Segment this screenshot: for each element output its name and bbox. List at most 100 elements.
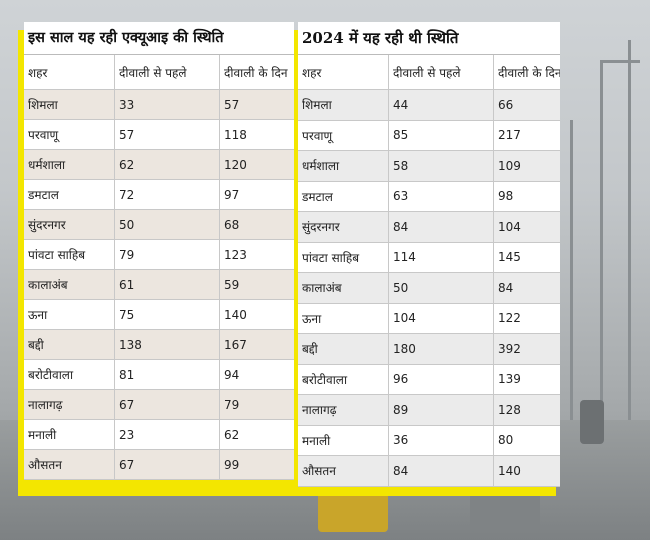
cell-city: पांवटा साहिब (298, 242, 389, 273)
table-row: सुंदरनगर 84 104 (298, 211, 560, 243)
cell-diwali-day: 140 (493, 455, 560, 487)
cell-city: बद्दी (24, 329, 115, 360)
table-row: कालाअंब 61 59 (24, 269, 294, 300)
cell-diwali-day: 57 (219, 89, 294, 120)
cell-city: धर्मशाला (24, 149, 115, 180)
cell-before-diwali: 57 (114, 119, 220, 150)
cell-before-diwali: 96 (388, 364, 494, 395)
cell-city: बरोटीवाला (24, 359, 115, 390)
cell-city: नालागढ़ (298, 394, 389, 426)
table-row: डमटाल 72 97 (24, 179, 294, 210)
cell-city: शिमला (24, 89, 115, 120)
cell-city: औसतन (24, 449, 115, 480)
cell-diwali-day: 392 (493, 333, 560, 365)
cell-before-diwali: 84 (388, 455, 494, 487)
cell-before-diwali: 62 (114, 149, 220, 180)
cell-city: नालागढ़ (24, 389, 115, 420)
table-row: बद्दी 138 167 (24, 329, 294, 360)
cell-diwali-day: 68 (219, 209, 294, 240)
header-diwali-day: दीवाली के दिन (219, 55, 294, 90)
cell-diwali-day: 62 (219, 419, 294, 450)
cell-diwali-day: 120 (219, 149, 294, 180)
cell-diwali-day: 99 (219, 449, 294, 480)
cell-before-diwali: 114 (388, 242, 494, 273)
cell-city: पांवटा साहिब (24, 239, 115, 270)
cell-before-diwali: 36 (388, 425, 494, 456)
table-header-row: शहर दीवाली से पहले दीवाली के दिन (24, 55, 294, 90)
cell-before-diwali: 84 (388, 211, 494, 243)
cell-diwali-day: 97 (219, 179, 294, 210)
table-row: मनाली 36 80 (298, 425, 560, 456)
cell-city: डमटाल (298, 181, 389, 212)
cell-before-diwali: 67 (114, 449, 220, 480)
table-row: ऊना 104 122 (298, 303, 560, 334)
cell-city: बरोटीवाला (298, 364, 389, 395)
table-row: सुंदरनगर 50 68 (24, 209, 294, 240)
cell-diwali-day: 140 (219, 299, 294, 330)
table-header-row: शहर दीवाली से पहले दीवाली के दिन (298, 55, 560, 90)
left-table-title: इस साल यह रही एक्यूआइ की स्थिति (24, 22, 294, 55)
table-row: धर्मशाला 62 120 (24, 149, 294, 180)
cell-diwali-day: 84 (493, 272, 560, 304)
table-row: बरोटीवाला 96 139 (298, 364, 560, 395)
table-row: नालागढ़ 67 79 (24, 389, 294, 420)
cell-before-diwali: 89 (388, 394, 494, 426)
table-row: धर्मशाला 58 109 (298, 150, 560, 182)
header-city: शहर (24, 55, 115, 90)
cell-diwali-day: 94 (219, 359, 294, 390)
cell-city: परवाणू (24, 119, 115, 150)
table-row: औसतन 67 99 (24, 449, 294, 480)
cell-diwali-day: 123 (219, 239, 294, 270)
cell-before-diwali: 44 (388, 89, 494, 121)
table-row: पांवटा साहिब 114 145 (298, 242, 560, 273)
cell-city: सुंदरनगर (24, 209, 115, 240)
cell-diwali-day: 79 (219, 389, 294, 420)
cell-diwali-day: 145 (493, 242, 560, 273)
cell-diwali-day: 139 (493, 364, 560, 395)
cell-city: सुंदरनगर (298, 211, 389, 243)
cell-diwali-day: 104 (493, 211, 560, 243)
cell-before-diwali: 75 (114, 299, 220, 330)
table-row: बद्दी 180 392 (298, 333, 560, 365)
table-row: पांवटा साहिब 79 123 (24, 239, 294, 270)
cell-city: ऊना (24, 299, 115, 330)
right-table-title: 2024 में यह रही थी स्थिति (298, 22, 560, 55)
table-row: शिमला 44 66 (298, 89, 560, 121)
cell-city: मनाली (298, 425, 389, 456)
cell-before-diwali: 58 (388, 150, 494, 182)
cell-before-diwali: 79 (114, 239, 220, 270)
cell-diwali-day: 80 (493, 425, 560, 456)
table-row: मनाली 23 62 (24, 419, 294, 450)
cell-before-diwali: 67 (114, 389, 220, 420)
cell-city: मनाली (24, 419, 115, 450)
right-aqi-table: शहर दीवाली से पहले दीवाली के दिन शिमला 44… (298, 55, 560, 487)
header-before-diwali: दीवाली से पहले (388, 55, 494, 90)
cell-diwali-day: 109 (493, 150, 560, 182)
table-row: कालाअंब 50 84 (298, 272, 560, 304)
cell-city: परवाणू (298, 120, 389, 151)
header-diwali-day: दीवाली के दिन (493, 55, 560, 90)
cell-before-diwali: 33 (114, 89, 220, 120)
cell-before-diwali: 104 (388, 303, 494, 334)
cell-before-diwali: 23 (114, 419, 220, 450)
cell-before-diwali: 61 (114, 269, 220, 300)
cell-diwali-day: 122 (493, 303, 560, 334)
cell-before-diwali: 63 (388, 181, 494, 212)
table-row: बरोटीवाला 81 94 (24, 359, 294, 390)
cell-city: शिमला (298, 89, 389, 121)
cell-before-diwali: 85 (388, 120, 494, 151)
cell-before-diwali: 72 (114, 179, 220, 210)
table-row: शिमला 33 57 (24, 89, 294, 120)
cell-city: ऊना (298, 303, 389, 334)
cell-before-diwali: 138 (114, 329, 220, 360)
aqi-this-year-panel: इस साल यह रही एक्यूआइ की स्थिति शहर दीवा… (24, 22, 294, 480)
table-row: परवाणू 85 217 (298, 120, 560, 151)
cell-before-diwali: 81 (114, 359, 220, 390)
cell-diwali-day: 128 (493, 394, 560, 426)
cell-diwali-day: 167 (219, 329, 294, 360)
table-row: ऊना 75 140 (24, 299, 294, 330)
header-city: शहर (298, 55, 389, 90)
cell-before-diwali: 180 (388, 333, 494, 365)
cell-before-diwali: 50 (114, 209, 220, 240)
cell-diwali-day: 217 (493, 120, 560, 151)
